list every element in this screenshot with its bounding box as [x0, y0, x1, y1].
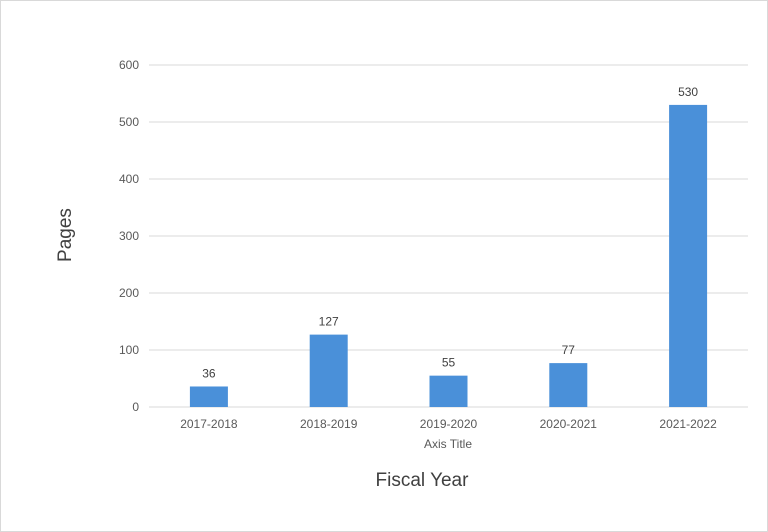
x-tick-label: 2020-2021 [540, 417, 598, 431]
gridlines [149, 64, 748, 408]
data-label: 36 [202, 366, 216, 380]
bar [669, 104, 708, 408]
bar [309, 334, 348, 407]
x-tick-label: 2021-2022 [659, 417, 717, 431]
y-axis-title: Pages [55, 208, 76, 262]
x-tick-label: 2018-2019 [300, 417, 358, 431]
x-tick-label: 2019-2020 [420, 417, 478, 431]
x-tick-label: 2017-2018 [180, 417, 238, 431]
x-axis-outer-title: Fiscal Year [376, 470, 470, 491]
y-tick-label: 500 [119, 115, 139, 129]
data-label: 77 [562, 343, 576, 357]
data-label: 127 [319, 315, 339, 329]
y-axis-ticks: 0 100 200 300 400 500 600 [119, 58, 139, 414]
y-tick-label: 600 [119, 58, 139, 72]
y-tick-label: 400 [119, 172, 139, 186]
y-tick-label: 0 [132, 400, 139, 414]
y-tick-label: 300 [119, 229, 139, 243]
x-axis-title: Axis Title [424, 437, 472, 451]
y-tick-label: 200 [119, 286, 139, 300]
x-axis-ticks: 2017-2018 2018-2019 2019-2020 2020-2021 2021… [180, 417, 717, 431]
data-label: 55 [442, 356, 456, 370]
bar [189, 386, 228, 407]
bar [429, 375, 468, 407]
bar [549, 363, 588, 407]
data-label: 530 [678, 85, 698, 99]
y-tick-label: 100 [119, 343, 139, 357]
bars: 36 127 55 77 530 [189, 85, 708, 408]
